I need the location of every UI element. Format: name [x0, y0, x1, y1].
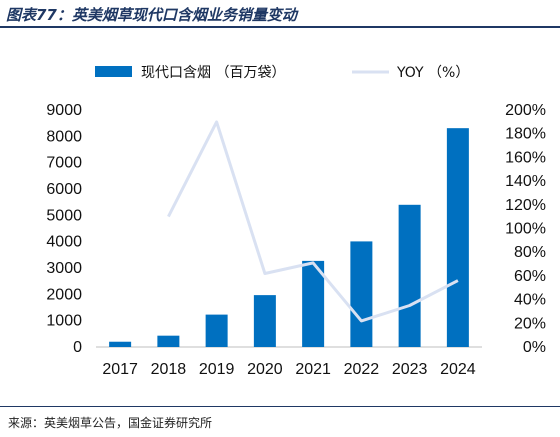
y-left-tick-label: 4000 — [46, 234, 82, 251]
legend: 现代口含烟 （百万袋） YOY （%） — [95, 65, 469, 81]
y-right-tick-label: 20% — [514, 315, 546, 332]
top-divider — [0, 26, 560, 28]
y-right-tick-label: 60% — [514, 268, 546, 285]
bar — [446, 128, 469, 347]
y-left-tick-label: 6000 — [46, 181, 82, 198]
x-tick-label: 2019 — [199, 361, 235, 378]
y-left-tick-label: 2000 — [46, 286, 82, 303]
yoy-line-path — [167, 120, 459, 323]
bar — [157, 335, 180, 347]
y-left-tick-label: 0 — [73, 339, 82, 356]
bar — [205, 314, 228, 347]
x-tick-label: 2023 — [392, 361, 428, 378]
bar — [350, 241, 373, 347]
y-right-tick-label: 0% — [523, 339, 546, 356]
x-tick-label: 2018 — [151, 361, 187, 378]
bar — [302, 260, 325, 347]
x-tick-label: 2020 — [247, 361, 283, 378]
y-left-tick-label: 3000 — [46, 260, 82, 277]
y-right-tick-label: 120% — [505, 197, 546, 214]
bar — [398, 204, 421, 347]
y-left-tick-label: 9000 — [46, 102, 82, 119]
y-left-tick-label: 1000 — [46, 313, 82, 330]
legend-swatch-bar — [95, 66, 132, 77]
x-tick-label: 2017 — [102, 361, 138, 378]
y-right-tick-label: 80% — [514, 244, 546, 261]
axes: 0 1000 2000 3000 4000 5000 6000 7000 8000 9000 0% 2… — [46, 102, 546, 378]
bottom-divider — [0, 406, 560, 407]
y-right-tick-label: 200% — [505, 102, 546, 119]
y-right-tick-label: 100% — [505, 221, 546, 238]
y-left-tick-label: 8000 — [46, 128, 82, 145]
x-tick-label: 2021 — [295, 361, 331, 378]
source-note: 来源：英美烟草公告，国金证券研究所 — [8, 416, 213, 430]
chart-title: 图表77：英美烟草现代口含烟业务销量变动 — [6, 6, 297, 24]
bar — [109, 341, 132, 347]
bar — [253, 295, 276, 347]
y-left-tick-label: 5000 — [46, 207, 82, 224]
bars — [109, 128, 469, 347]
yoy-line — [167, 120, 459, 323]
y-right-tick-label: 160% — [505, 149, 546, 166]
y-right-tick-label: 40% — [514, 292, 546, 309]
legend-label-bar: 现代口含烟 （百万袋） — [141, 65, 285, 81]
x-tick-label: 2022 — [344, 361, 380, 378]
legend-label-line: YOY （%） — [396, 65, 469, 81]
y-right-tick-label: 180% — [505, 126, 546, 143]
y-right-tick-label: 140% — [505, 173, 546, 190]
y-left-tick-label: 7000 — [46, 155, 82, 172]
x-tick-label: 2024 — [440, 361, 476, 378]
